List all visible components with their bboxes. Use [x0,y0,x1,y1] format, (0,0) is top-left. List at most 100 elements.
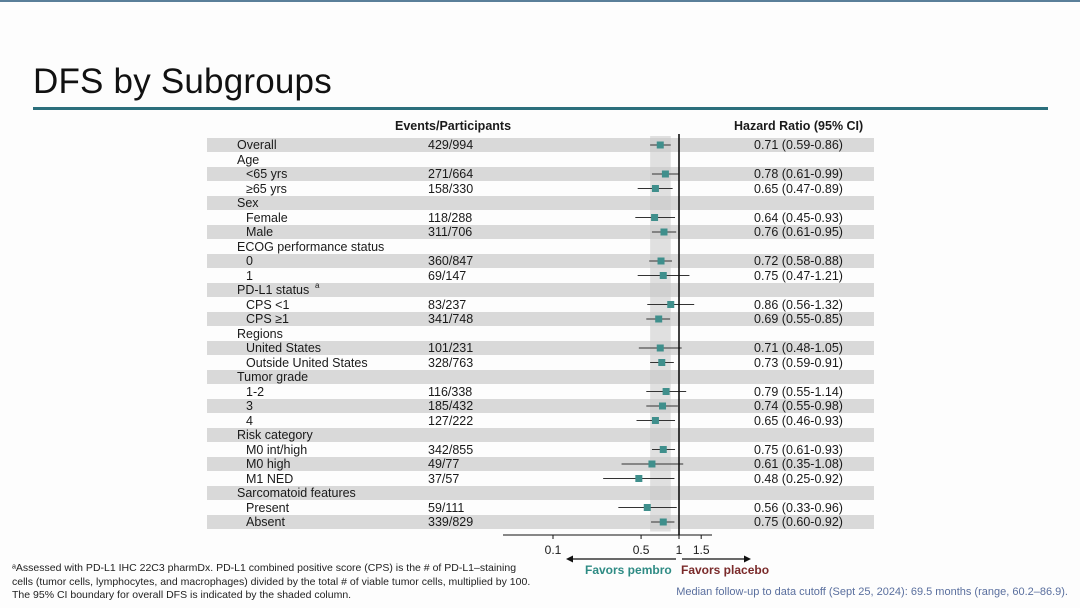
hr-ci-value: 0.75 (0.47-1.21) [754,268,843,283]
events-value: 342/855 [428,442,474,457]
subgroup-label: 3 [246,399,253,413]
x-tick-label: 1.5 [692,543,710,557]
category-label: Sex [237,196,259,210]
row-shade [207,312,874,326]
subgroup-label: 4 [246,413,253,428]
events-value: 185/432 [428,399,474,413]
events-value: 339/829 [428,515,474,529]
subgroup-label: Present [246,500,290,515]
hr-point [651,417,659,424]
row-shade [207,370,874,384]
events-value: 116/338 [428,384,473,399]
hr-point [635,475,643,482]
events-value: 83/237 [428,297,467,312]
hr-ci-value: 0.76 (0.61-0.95) [754,225,843,239]
hr-ci-value: 0.75 (0.60-0.92) [754,515,843,529]
hr-ci-value: 0.69 (0.55-0.85) [754,312,843,326]
hr-ci-value: 0.71 (0.48-1.05) [754,341,843,355]
hr-point [658,359,666,366]
hr-point [661,170,669,178]
footnote-line: The 95% CI boundary for overall DFS is i… [12,589,352,601]
events-column-header: Events/Participants [395,119,512,133]
category-label: Age [237,152,260,167]
subgroup-label: Female [246,210,288,225]
hr-ci-value: 0.72 (0.58-0.88) [754,254,843,268]
subgroup-label: United States [246,341,322,355]
favors-placebo-label: Favors placebo [681,563,770,577]
events-value: 59/111 [428,500,465,515]
events-value: 360/847 [428,254,474,268]
events-value: 101/231 [428,341,474,355]
hr-ci-value: 0.65 (0.47-0.89) [754,181,843,196]
hr-point [656,141,664,149]
favors-pembro-label: Favors pembro [585,563,672,577]
row-shade [207,196,874,210]
subgroup-label: Absent [246,515,285,529]
hr-ci-value: 0.86 (0.56-1.32) [754,297,843,312]
subgroup-label: 1 [246,268,253,283]
footnote: ᵃAssessed with PD-L1 IHC 22C3 pharmDx. P… [12,562,572,603]
hr-point [648,460,656,468]
hr-point [662,388,670,395]
events-value: 49/77 [428,457,460,471]
events-value: 158/330 [428,181,474,196]
category-label: Sarcomatoid features [237,486,356,500]
subgroup-label: Male [246,225,274,239]
hr-column-header: Hazard Ratio (95% CI) [734,119,864,133]
x-tick-label: 0.1 [544,543,562,557]
overall-ci-band [650,136,671,532]
row-shade [207,428,874,442]
category-label: Risk category [237,428,313,442]
subgroup-label: ≥65 yrs [246,181,287,196]
title-underline [33,107,1048,110]
row-shade [207,225,874,239]
subgroup-label: CPS <1 [246,297,290,312]
row-shade [207,341,874,355]
row-shade [207,457,874,471]
events-value: 127/222 [428,413,474,428]
footnote-line: ᵃAssessed with PD-L1 IHC 22C3 pharmDx. P… [12,562,517,574]
row-shade [207,283,874,297]
hr-point [651,214,659,221]
row-shade [207,254,874,268]
subgroup-label: 1-2 [246,384,265,399]
hr-point [660,228,668,236]
hr-ci-value: 0.56 (0.33-0.96) [754,500,843,515]
category-label: Overall [237,138,277,152]
followup-note: Median follow-up to data cutoff (Sept 25… [676,586,1068,598]
hr-point [659,446,667,453]
subgroup-label: 0 [246,254,253,268]
hr-ci-value: 0.65 (0.46-0.93) [754,413,843,428]
category-label: Tumor grade [237,370,309,384]
x-tick-label: 0.5 [632,543,650,557]
hr-point [643,504,651,511]
subgroup-label: Outside United States [246,355,368,370]
events-value: 311/706 [428,225,473,239]
hr-point [667,301,675,308]
hr-ci-value: 0.74 (0.55-0.98) [754,399,843,413]
category-label: ECOG performance status [237,239,385,254]
hr-ci-value: 0.64 (0.45-0.93) [754,210,843,225]
row-shade [207,167,874,181]
hr-point [656,344,664,352]
subgroup-label: M0 int/high [246,442,308,457]
favors-pembro-arrowhead [566,555,573,563]
hr-point [655,315,663,323]
row-shade [207,399,874,413]
events-value: 37/57 [428,471,460,486]
hr-ci-value: 0.48 (0.25-0.92) [754,471,843,486]
x-tick-label: 1 [675,543,683,557]
hr-point [659,272,667,279]
row-shade [207,138,874,152]
row-shade [207,515,874,529]
subgroup-label: M1 NED [246,471,294,486]
footnote-line: cells (tumor cells, lymphocytes, and mac… [12,575,531,588]
events-value: 328/763 [428,355,474,370]
hr-ci-value: 0.78 (0.61-0.99) [754,167,843,181]
events-value: 69/147 [428,268,467,283]
events-value: 118/288 [428,210,473,225]
events-value: 341/748 [428,312,474,326]
hr-ci-value: 0.79 (0.55-1.14) [754,384,843,399]
hr-point [659,402,667,410]
hr-point [651,185,659,192]
